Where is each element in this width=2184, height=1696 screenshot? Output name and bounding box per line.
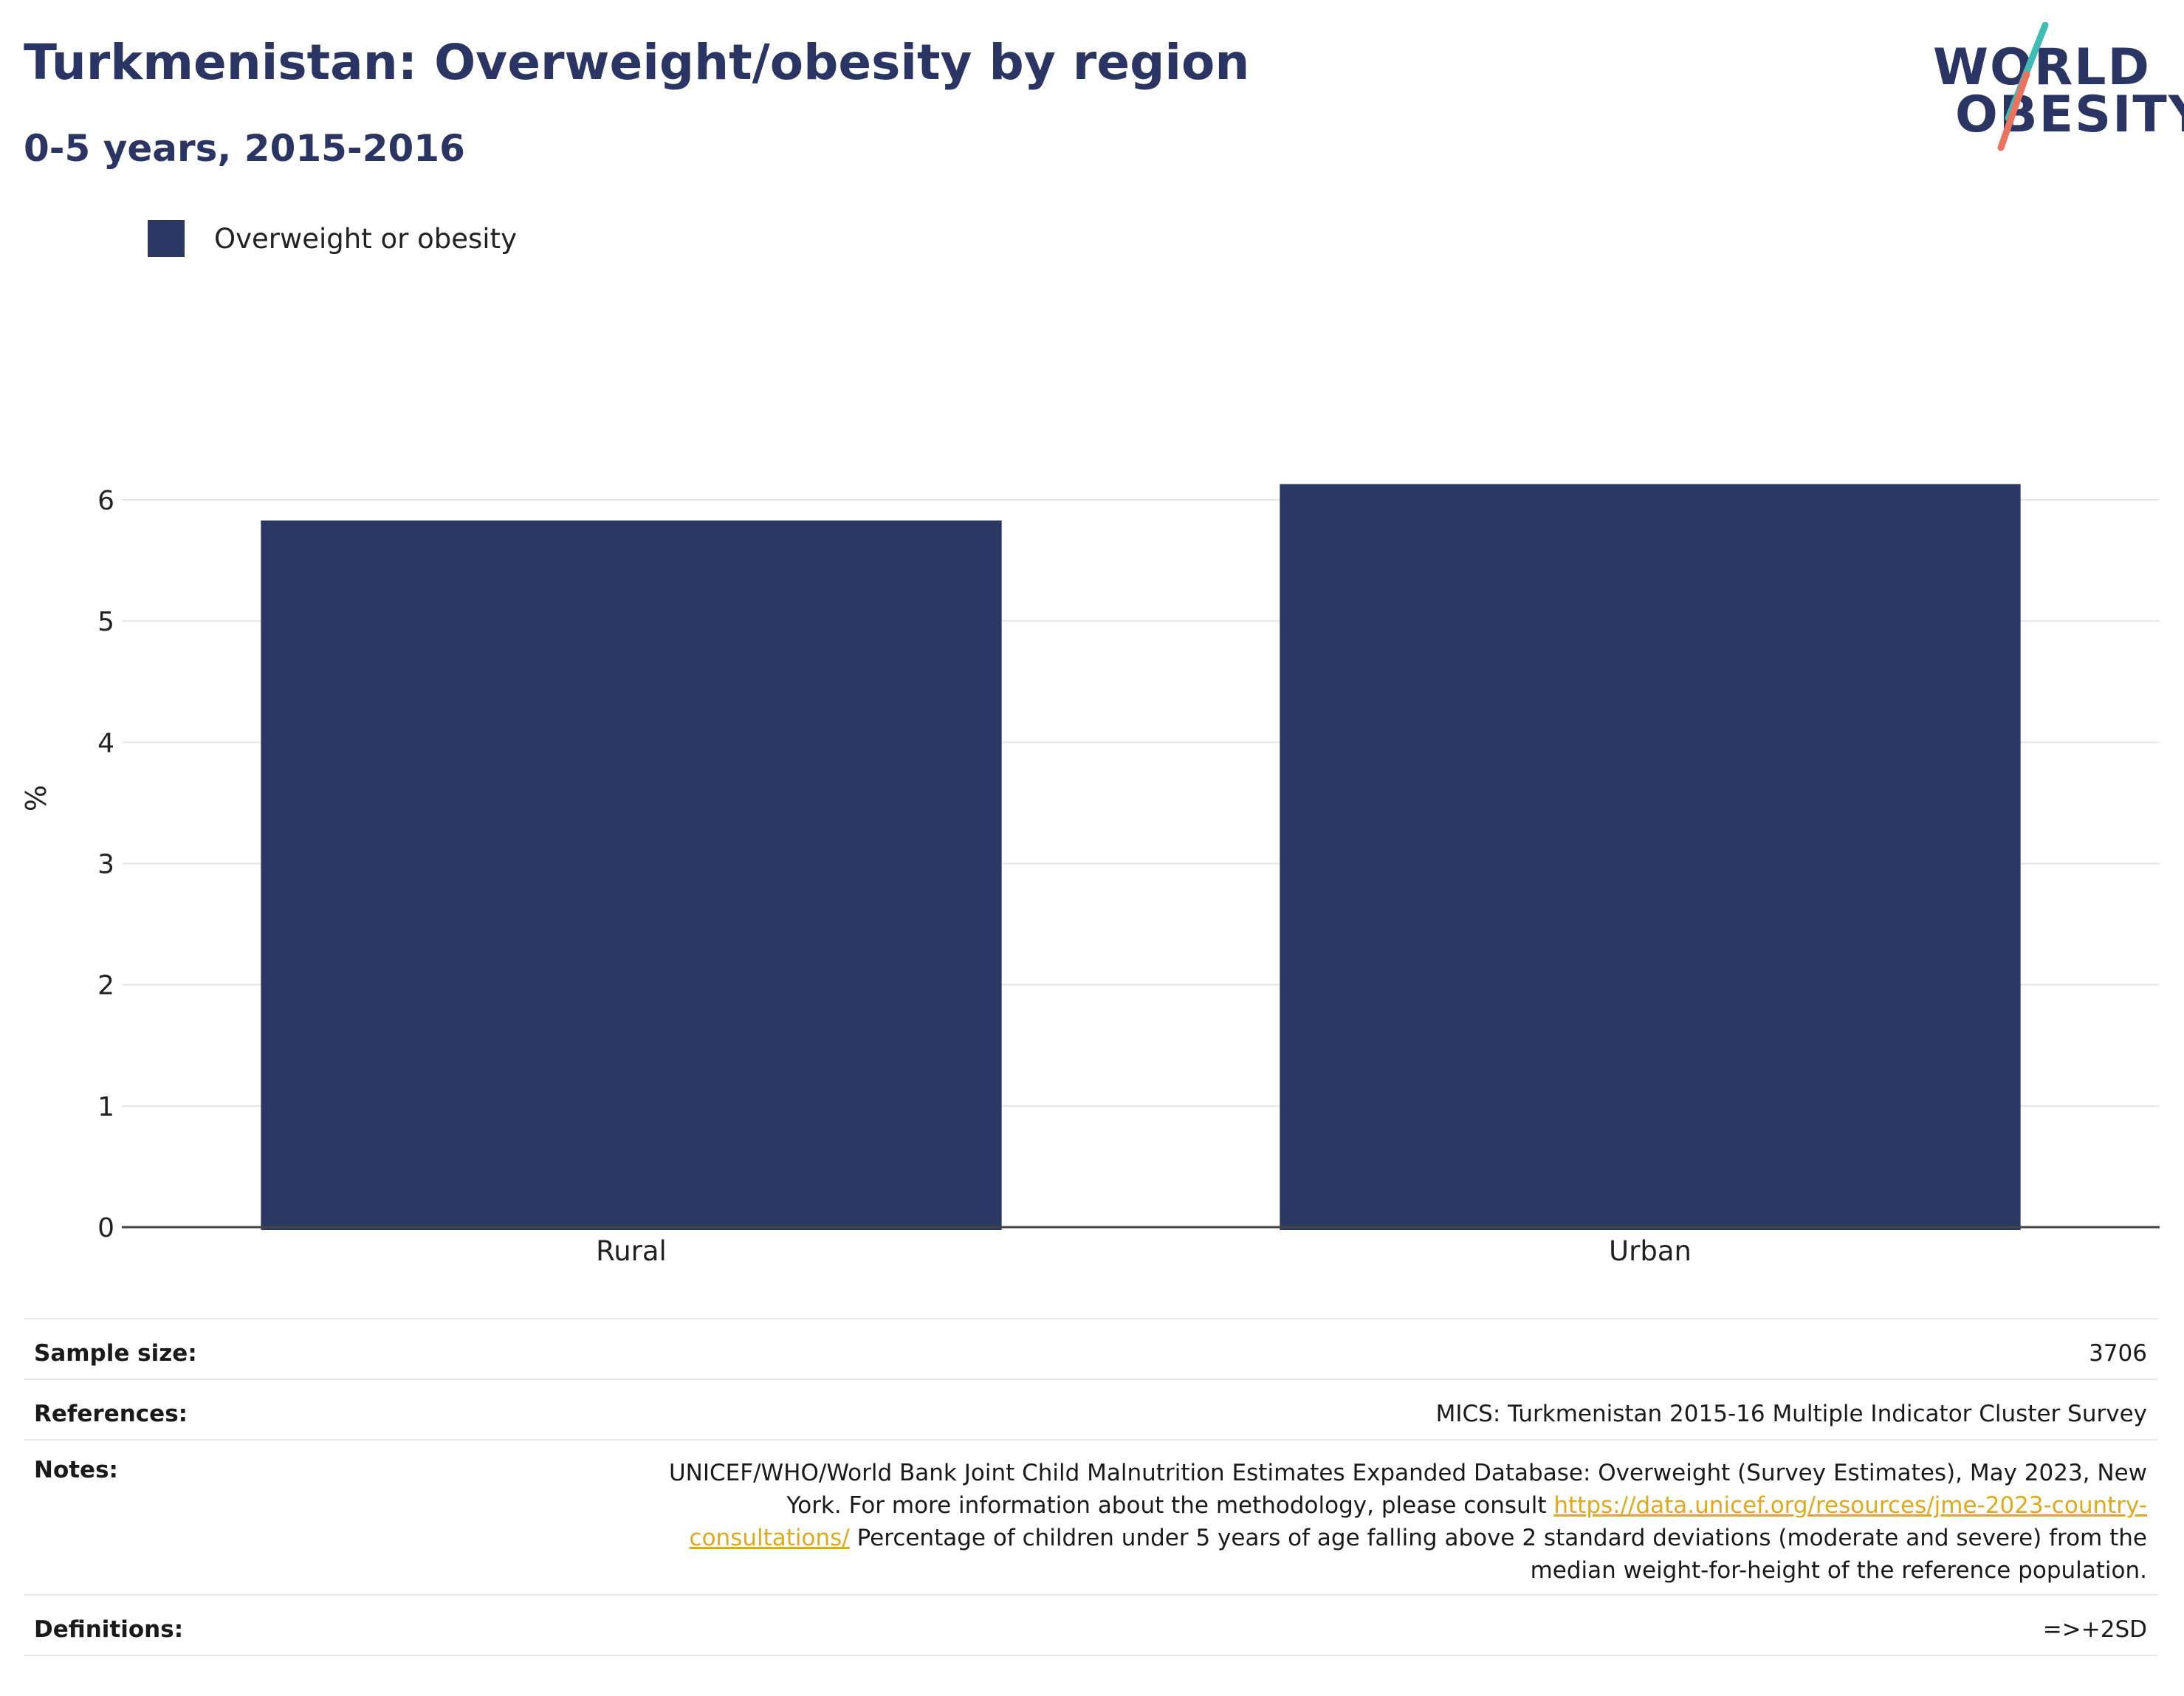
definitions-label: Definitions:	[34, 1616, 184, 1643]
notes-link[interactable]: https://data.unicef.org/resources/jme-20…	[689, 1492, 2147, 1551]
legend-label: Overweight or obesity	[214, 223, 517, 255]
references-row: References: MICS: Turkmenistan 2015-16 M…	[24, 1379, 2157, 1439]
world-obesity-logo[interactable]: WORLD OBESITY	[1927, 22, 2184, 155]
notes-label: Notes:	[34, 1457, 118, 1483]
y-tick-label: 6	[97, 486, 114, 516]
references-value: MICS: Turkmenistan 2015-16 Multiple Indi…	[1435, 1401, 2147, 1427]
notes-text-part2: Percentage of children under 5 years of …	[849, 1525, 2147, 1584]
metadata-table: Sample size: 3706 References: MICS: Turk…	[24, 1318, 2157, 1656]
bar-urban	[1280, 484, 2021, 1230]
logo-word-obesity: OBESITY	[1955, 86, 2184, 144]
sample-size-value: 3706	[2089, 1340, 2147, 1367]
notes-row: Notes: UNICEF/WHO/World Bank Joint Child…	[24, 1439, 2157, 1594]
logo-slash-icon	[1997, 22, 2049, 151]
x-tick-label: Rural	[596, 1235, 667, 1267]
y-tick-label: 1	[97, 1092, 114, 1122]
y-tick-label: 4	[97, 728, 114, 758]
references-label: References:	[34, 1401, 188, 1427]
sample-size-row: Sample size: 3706	[24, 1318, 2157, 1379]
definitions-row: Definitions: =>+2SD	[24, 1594, 2157, 1656]
bar-chart: 0 1 2 3 4 5 6 Rural Urban%	[20, 484, 2160, 1267]
chart-title: Turkmenistan: Overweight/obesity by regi…	[24, 34, 1250, 91]
sample-size-label: Sample size:	[34, 1340, 197, 1367]
legend-swatch	[148, 220, 185, 257]
definitions-value: =>+2SD	[2042, 1616, 2147, 1643]
notes-text-part1: UNICEF/WHO/World Bank Joint Child Malnut…	[668, 1460, 2147, 1519]
y-tick-label: 3	[97, 850, 114, 880]
chart-subtitle: 0-5 years, 2015-2016	[24, 127, 465, 170]
logo-word-world: WORLD	[1933, 38, 2151, 97]
bar-rural	[261, 520, 1002, 1230]
y-tick-label: 5	[97, 607, 114, 637]
notes-value: UNICEF/WHO/World Bank Joint Child Malnut…	[633, 1457, 2147, 1587]
x-tick-label: Urban	[1609, 1235, 1692, 1267]
y-tick-label: 0	[97, 1213, 114, 1243]
y-tick-label: 2	[97, 971, 114, 1001]
y-axis-label: %	[20, 785, 52, 811]
